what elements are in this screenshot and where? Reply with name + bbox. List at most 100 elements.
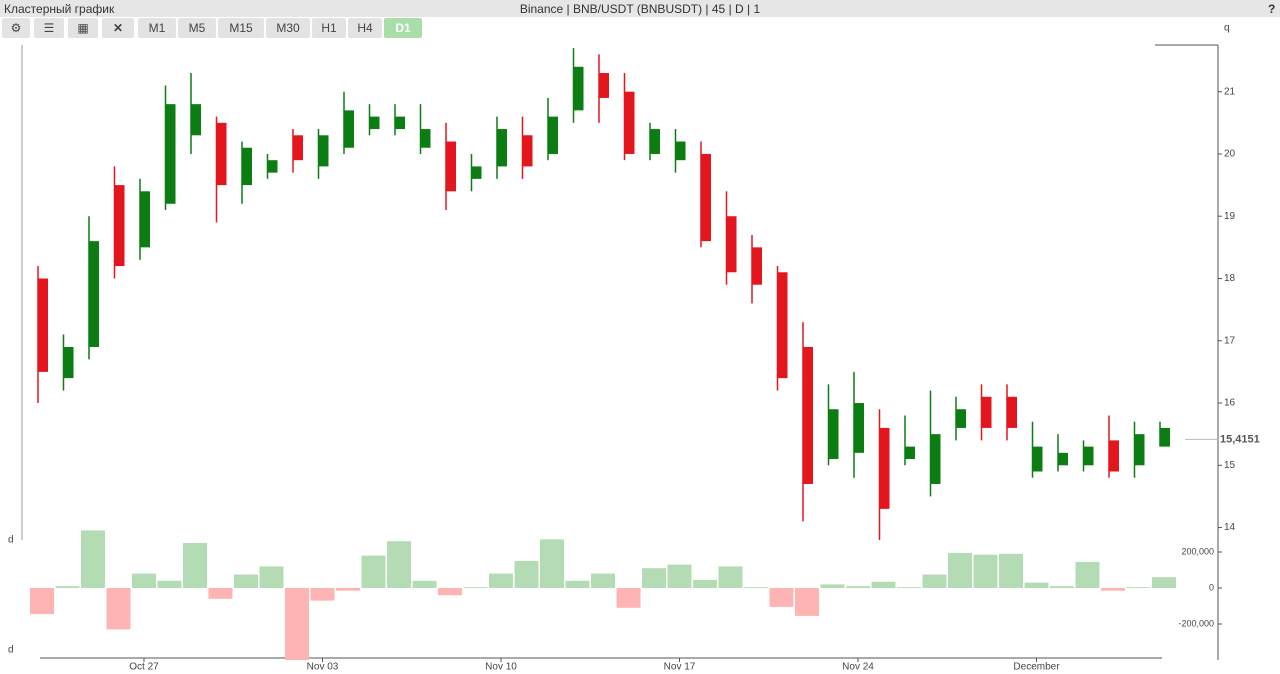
delta-bar: [744, 587, 768, 588]
delta-bar: [871, 581, 896, 588]
candle-body: [573, 66, 584, 111]
toolbar: ⚙ ☰ ▦ ✕ M1 M5 M15 M30 H1 H4 D1: [0, 17, 1280, 39]
calendar-button[interactable]: ▦: [68, 18, 98, 38]
delta-bar: [1050, 586, 1074, 588]
y-tick-label: 17: [1224, 335, 1236, 346]
delta-bar: [795, 588, 819, 616]
candle-body: [1007, 396, 1017, 428]
delta-bar: [463, 587, 488, 588]
y-tick-label: 19: [1224, 211, 1236, 222]
delta-bar: [132, 573, 156, 588]
candle-body: [1134, 434, 1145, 466]
timeframe-button[interactable]: D1: [384, 18, 422, 38]
delta-bar: [565, 580, 590, 588]
delta-bar: [1101, 588, 1125, 591]
candle-body: [420, 129, 431, 148]
x-tick-label: December: [1013, 662, 1060, 673]
help-button[interactable]: ?: [1268, 2, 1276, 16]
y-tick-label: 18: [1224, 273, 1236, 284]
delta-bar: [540, 539, 564, 588]
candle-body: [114, 185, 125, 267]
panel-label: d: [8, 645, 14, 656]
candle-body: [38, 278, 48, 372]
delta-bar: [667, 564, 692, 588]
timeframe-button[interactable]: M5: [178, 18, 216, 38]
candle-body: [446, 141, 456, 192]
delta-bar: [30, 588, 54, 615]
timeframe-button[interactable]: H4: [348, 18, 382, 38]
y-tick-label: 16: [1224, 398, 1236, 409]
candle-body: [650, 129, 660, 154]
candle-body: [242, 147, 252, 186]
candle-body: [956, 409, 966, 428]
delta-bar: [1126, 587, 1151, 588]
delta-bar: [846, 586, 870, 588]
delta-bar: [1024, 582, 1049, 588]
y-tick-label: 21: [1224, 86, 1236, 97]
delta-bar: [310, 588, 335, 601]
delta-bar: [336, 588, 360, 591]
timeframe-button[interactable]: M15: [218, 18, 264, 38]
delta-bar: [1152, 577, 1176, 588]
candle-body: [752, 247, 762, 285]
delta-bar: [157, 580, 182, 588]
delta-bar: [820, 584, 845, 588]
candle-body: [777, 272, 788, 379]
candle-body: [497, 129, 507, 167]
y-tick-label: 15: [1224, 460, 1236, 471]
candle-body: [624, 91, 635, 154]
delta-bar: [106, 588, 131, 630]
delta-bar: [259, 566, 284, 588]
delta-bar: [514, 561, 539, 588]
timeframe-button[interactable]: M1: [138, 18, 176, 38]
y-tick-label: 0: [1209, 582, 1214, 592]
candle-body: [267, 160, 278, 173]
candle-body: [89, 241, 99, 347]
candle-body: [395, 116, 405, 130]
delta-bar: [285, 588, 309, 660]
x-tick-label: Nov 17: [664, 662, 696, 673]
candle-body: [854, 403, 864, 453]
settings-button[interactable]: ⚙: [2, 18, 30, 38]
delta-bar: [412, 580, 437, 588]
delta-bar: [999, 553, 1023, 588]
delta-bar: [922, 574, 947, 588]
title-bar: Кластерный график Binance | BNB/USDT (BN…: [0, 0, 1280, 17]
delta-bar: [438, 588, 462, 596]
candle-body: [1058, 452, 1068, 466]
timeframe-button[interactable]: M30: [266, 18, 310, 38]
candle-body: [216, 122, 227, 186]
delta-bar: [55, 586, 80, 588]
indicators-button[interactable]: ☰: [34, 18, 64, 38]
candle-body: [1160, 427, 1170, 447]
x-tick-label: Nov 03: [307, 662, 339, 673]
delta-bar: [489, 573, 513, 588]
delta-bar: [208, 588, 233, 599]
candle-body: [191, 104, 201, 136]
timeframe-button[interactable]: H1: [312, 18, 346, 38]
delta-bar: [642, 568, 666, 588]
delta-bar: [973, 554, 998, 588]
candle-body: [726, 216, 737, 273]
delta-bar: [387, 541, 411, 588]
candle-body: [1032, 446, 1043, 472]
delta-bar: [769, 588, 794, 607]
last-price-label: 15,4151: [1220, 433, 1260, 445]
candle-body: [803, 346, 813, 484]
delta-bar: [591, 573, 615, 588]
candle-body: [1109, 440, 1119, 472]
delta-bar: [1075, 561, 1100, 588]
close-button[interactable]: ✕: [102, 18, 134, 38]
candle-body: [63, 346, 74, 379]
candle-body: [318, 135, 329, 167]
delta-bar: [718, 566, 743, 588]
y-tick-label: 200,000: [1181, 546, 1214, 556]
candle-body: [981, 396, 992, 428]
delta-bar: [897, 587, 921, 588]
candle-body: [905, 446, 915, 460]
delta-bar: [361, 555, 386, 588]
delta-bar: [81, 530, 105, 588]
candle-body: [165, 104, 176, 204]
